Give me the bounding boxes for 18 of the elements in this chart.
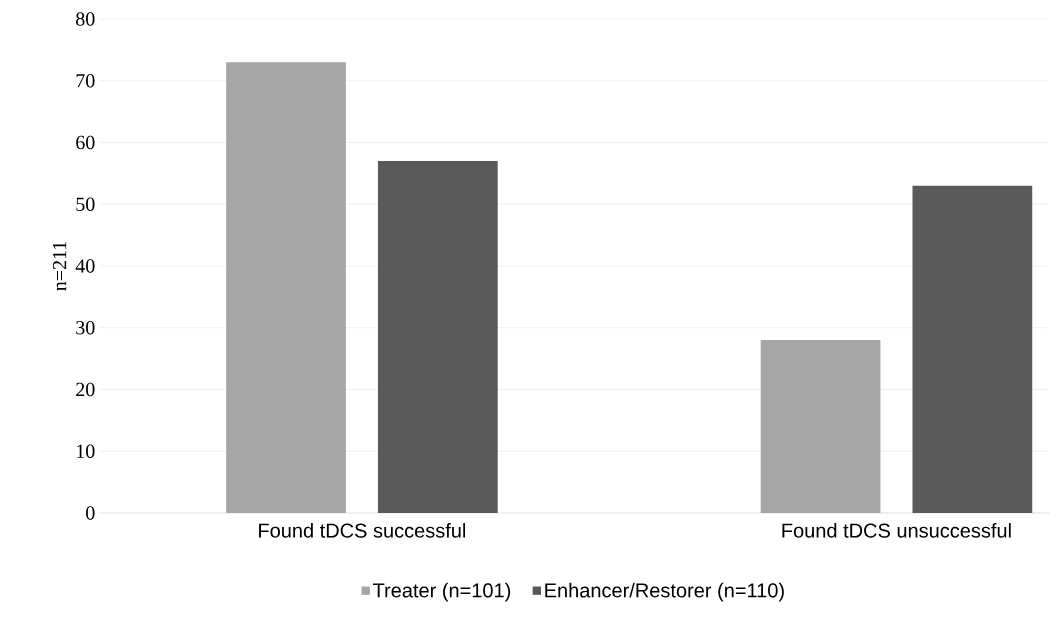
y-tick-label: 20 [76,382,95,397]
bar [912,185,1033,513]
y-tick-label: 70 [76,74,95,88]
bar [760,340,881,513]
y-tick-label: 80 [76,12,95,26]
x-tick-label: Found tDCS successful [259,523,466,538]
legend-label: Treater (n=101) [373,582,511,602]
legend-label: Enhancer/Restorer (n=110) [545,582,784,602]
x-tick-label: Found tDCS unsuccessful [782,523,1011,538]
y-tick-label: 30 [76,320,95,335]
y-tick-label: 60 [76,135,95,150]
y-tick-label: 0 [86,506,95,520]
bar [377,161,498,513]
y-axis-title: n=211 [52,241,67,291]
y-tick-label: 50 [76,197,95,211]
y-tick-label: 10 [77,444,95,458]
y-tick-label: 40 [75,259,95,273]
bar [226,62,346,513]
